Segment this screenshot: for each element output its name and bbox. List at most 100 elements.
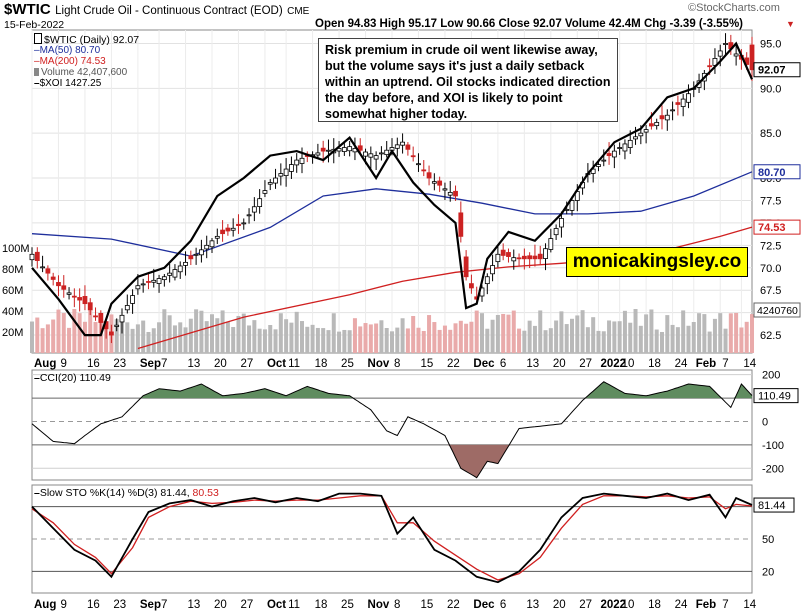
volume-bar (718, 313, 723, 353)
x-tick-label: 7 (161, 358, 167, 370)
volume-bar (400, 318, 405, 353)
x-tick-label: 2022 (600, 599, 626, 611)
candle-body (527, 255, 533, 260)
volume-bar (151, 328, 156, 353)
candle-body (71, 295, 77, 298)
volume-bar (321, 328, 326, 353)
volume-bar (236, 315, 241, 353)
candle-body (315, 152, 321, 156)
volume-bar (675, 327, 680, 353)
volume-bar (697, 313, 702, 353)
candle-body (680, 98, 686, 107)
volume-bar (225, 321, 230, 353)
candle-body (262, 190, 268, 194)
x-tick-label: 8 (394, 358, 400, 370)
volume-bar (506, 314, 511, 353)
candle-body (670, 109, 675, 112)
volume-bar (305, 326, 310, 353)
volume-bar (315, 327, 320, 353)
candle-body (294, 159, 300, 166)
x-tick-label: 27 (579, 599, 592, 611)
candle-body (442, 188, 448, 191)
candle-body (511, 257, 517, 262)
volume-tick-label: 100M (2, 243, 30, 255)
x-tick-label: 6 (500, 358, 506, 370)
x-tick-label: 23 (113, 358, 126, 370)
volume-bar (114, 319, 119, 353)
volume-bar (342, 329, 347, 353)
candle-body (140, 283, 146, 286)
candle-body (119, 314, 125, 323)
volume-bar (77, 313, 82, 353)
x-tick-label: 18 (648, 358, 661, 370)
y-tick-label: 90.0 (760, 83, 781, 95)
volume-bar (379, 320, 384, 353)
x-tick-label: 16 (87, 358, 100, 370)
volume-bar (390, 331, 394, 353)
volume-bar (554, 320, 559, 353)
x-tick-label: 10 (622, 599, 635, 611)
volume-bar (522, 330, 527, 353)
candle-body (373, 155, 379, 160)
volume-bar (686, 325, 691, 353)
volume-bar (146, 331, 151, 353)
volume-bar (585, 327, 590, 353)
line-icon: – (34, 372, 40, 384)
x-tick-label: 24 (675, 358, 688, 370)
volume-bar (734, 312, 739, 353)
volume-bar (591, 317, 596, 353)
volume-bar (580, 310, 585, 353)
cci-tick-label: -100 (762, 440, 784, 452)
x-tick-label: 18 (315, 599, 328, 611)
candle-body (400, 141, 405, 146)
x-tick-label: 22 (447, 599, 460, 611)
candle-body (45, 268, 51, 274)
volume-bar (517, 328, 522, 353)
candle-body (686, 93, 691, 103)
candle-body (707, 65, 713, 68)
candle-body (633, 136, 638, 140)
x-tick-label: 27 (240, 358, 253, 370)
volume-bar (30, 321, 34, 353)
candle-body (283, 168, 289, 177)
sto-tick-label: 50 (762, 534, 774, 546)
volume-bar (331, 313, 336, 353)
volume-bar (252, 320, 257, 353)
volume-bar (511, 310, 516, 353)
volume-bar (633, 309, 638, 353)
volume-bar (358, 326, 363, 353)
candle-body (167, 272, 173, 276)
x-tick-label: 20 (214, 599, 227, 611)
candle-body (664, 114, 670, 121)
volume-bar (617, 321, 622, 353)
header-title: $WTIC Light Crude Oil - Continuous Contr… (4, 1, 309, 19)
volume-bar (130, 328, 135, 353)
price-badge-text: 92.07 (758, 65, 786, 77)
volume-tick-label: 40M (2, 306, 23, 318)
candle-body (87, 302, 93, 311)
candle-body (596, 164, 601, 167)
sto-d-value: 80.53 (192, 487, 219, 499)
volume-bar (728, 313, 733, 353)
x-tick-label: 14 (743, 358, 756, 370)
x-tick-label: 14 (743, 599, 756, 611)
volume-bar (141, 320, 146, 353)
y-tick-label: 77.5 (760, 195, 781, 207)
xoi-line (31, 41, 754, 337)
volume-bar (723, 328, 728, 353)
volume-bar (220, 310, 225, 353)
candle-body (431, 181, 437, 184)
volume-bar (464, 323, 469, 353)
x-tick-label: 25 (341, 599, 354, 611)
volume-bar (294, 311, 299, 353)
x-tick-label: 23 (113, 599, 126, 611)
cci-tick-label: -200 (762, 463, 784, 475)
y-tick-label: 72.5 (760, 240, 781, 252)
candle-body (675, 102, 681, 105)
candle-body (257, 198, 263, 207)
candle-body (601, 159, 607, 162)
volume-bar (395, 327, 400, 353)
candle-body (124, 305, 130, 311)
volume-bar (744, 321, 749, 353)
x-tick-label: 15 (420, 358, 433, 370)
